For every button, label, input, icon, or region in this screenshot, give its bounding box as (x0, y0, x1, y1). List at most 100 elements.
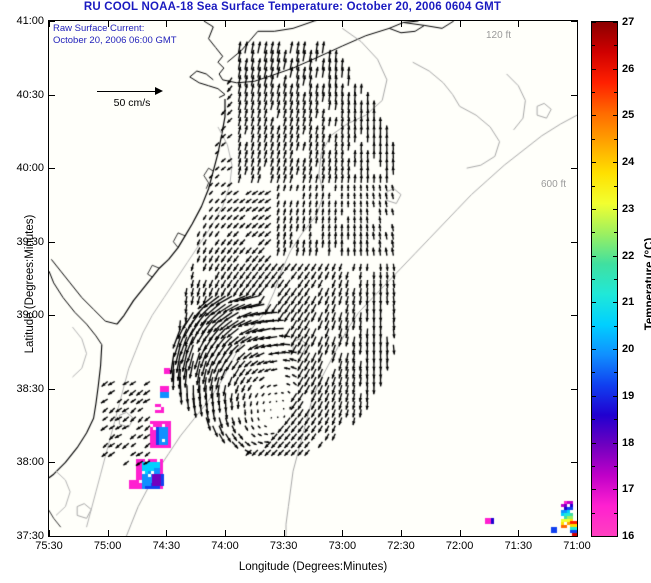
colorbar-tick-mark (613, 489, 618, 490)
x-tick-label: 73:30 (270, 540, 298, 552)
y-tick-mark (571, 462, 577, 463)
annotation-line-2: October 20, 2006 06:00 GMT (53, 35, 177, 47)
y-axis-title: Latitude (Degrees:Minutes) (24, 124, 36, 444)
map-plot-area[interactable]: Raw Surface Current: October 20, 2006 06… (48, 20, 578, 537)
colorbar-minor-tick (591, 279, 595, 280)
colorbar-minor-tick (591, 372, 595, 373)
x-tick-mark (108, 21, 109, 27)
colorbar-minor-tick (591, 326, 595, 327)
y-tick-mark (49, 389, 55, 390)
colorbar-tick-label: 25 (622, 109, 634, 121)
y-tick-label: 40:30 (16, 89, 44, 101)
colorbar-tick-mark (591, 536, 596, 537)
y-tick-mark (49, 462, 55, 463)
colorbar-tick-mark (613, 69, 618, 70)
colorbar-minor-tick (614, 466, 618, 467)
colorbar-tick-mark (591, 162, 596, 163)
surface-current-annotation: Raw Surface Current: October 20, 2006 06… (53, 23, 177, 46)
colorbar-tick-mark (613, 256, 618, 257)
x-tick-mark (166, 530, 167, 536)
colorbar-tick-mark (591, 115, 596, 116)
colorbar-tick-label: 16 (622, 530, 634, 542)
y-tick-mark (571, 389, 577, 390)
x-tick-mark (342, 530, 343, 536)
colorbar-tick-mark (591, 443, 596, 444)
x-tick-label: 71:00 (563, 540, 591, 552)
colorbar-minor-tick (591, 92, 595, 93)
x-axis-title: Longitude (Degrees:Minutes) (48, 561, 578, 573)
colorbar-minor-tick (614, 326, 618, 327)
x-tick-mark (401, 21, 402, 27)
colorbar-tick-mark (613, 349, 618, 350)
colorbar-tick-label: 18 (622, 437, 634, 449)
colorbar-minor-tick (614, 279, 618, 280)
x-tick-mark (166, 21, 167, 27)
colorbar-tick-mark (613, 22, 618, 23)
colorbar-tick-label: 21 (622, 296, 634, 308)
colorbar-tick-mark (613, 536, 618, 537)
x-tick-label: 72:00 (446, 540, 474, 552)
colorbar-minor-tick (591, 139, 595, 140)
colorbar-minor-tick (614, 139, 618, 140)
colorbar-minor-tick (591, 513, 595, 514)
x-tick-mark (108, 530, 109, 536)
contour-label-600ft: 600 ft (541, 179, 566, 190)
y-tick-mark (49, 315, 55, 316)
colorbar-tick-label: 17 (622, 483, 634, 495)
right-arrow-icon (89, 85, 175, 97)
colorbar-minor-tick (591, 186, 595, 187)
y-tick-label: 41:00 (16, 15, 44, 27)
colorbar-tick-label: 26 (622, 63, 634, 75)
colorbar-minor-tick (591, 232, 595, 233)
colorbar-tick-mark (591, 302, 596, 303)
contour-label-120ft: 120 ft (486, 30, 511, 41)
y-tick-mark (571, 536, 577, 537)
colorbar-minor-tick (614, 513, 618, 514)
colorbar-minor-tick (591, 419, 595, 420)
page-title: RU COOL NOAA-18 Sea Surface Temperature:… (0, 1, 585, 13)
x-tick-mark (284, 530, 285, 536)
x-tick-mark (225, 530, 226, 536)
y-tick-mark (571, 315, 577, 316)
y-tick-mark (49, 168, 55, 169)
colorbar-tick-mark (613, 162, 618, 163)
x-tick-label: 73:00 (329, 540, 357, 552)
y-tick-mark (49, 95, 55, 96)
temperature-colorbar (591, 21, 618, 537)
colorbar-tick-mark (613, 302, 618, 303)
colorbar-minor-tick (614, 45, 618, 46)
colorbar-minor-tick (591, 45, 595, 46)
colorbar-tick-mark (591, 349, 596, 350)
colorbar-tick-label: 27 (622, 16, 634, 28)
x-tick-mark (518, 21, 519, 27)
y-tick-mark (571, 242, 577, 243)
y-tick-mark (571, 95, 577, 96)
x-tick-mark (577, 21, 578, 27)
colorbar-minor-tick (591, 466, 595, 467)
x-tick-label: 71:30 (505, 540, 533, 552)
colorbar-tick-mark (613, 115, 618, 116)
y-tick-mark (49, 536, 55, 537)
x-tick-label: 74:00 (211, 540, 239, 552)
colorbar-minor-tick (614, 186, 618, 187)
x-tick-mark (401, 530, 402, 536)
colorbar-tick-mark (591, 256, 596, 257)
y-tick-label: 38:00 (16, 456, 44, 468)
colorbar-minor-tick (614, 232, 618, 233)
colorbar-tick-mark (591, 69, 596, 70)
y-tick-mark (571, 168, 577, 169)
x-tick-mark (460, 21, 461, 27)
colorbar-tick-label: 22 (622, 250, 634, 262)
annotation-line-1: Raw Surface Current: (53, 23, 177, 35)
colorbar-tick-label: 23 (622, 203, 634, 215)
colorbar-tick-label: 24 (622, 156, 634, 168)
colorbar-tick-mark (591, 396, 596, 397)
x-tick-label: 72:30 (387, 540, 415, 552)
colorbar-tick-label: 19 (622, 390, 634, 402)
colorbar-tick-mark (613, 209, 618, 210)
x-tick-mark (225, 21, 226, 27)
x-tick-mark (460, 530, 461, 536)
y-tick-mark (49, 242, 55, 243)
vector-scale-label: 50 cm/s (89, 97, 175, 109)
colorbar-tick-mark (591, 489, 596, 490)
